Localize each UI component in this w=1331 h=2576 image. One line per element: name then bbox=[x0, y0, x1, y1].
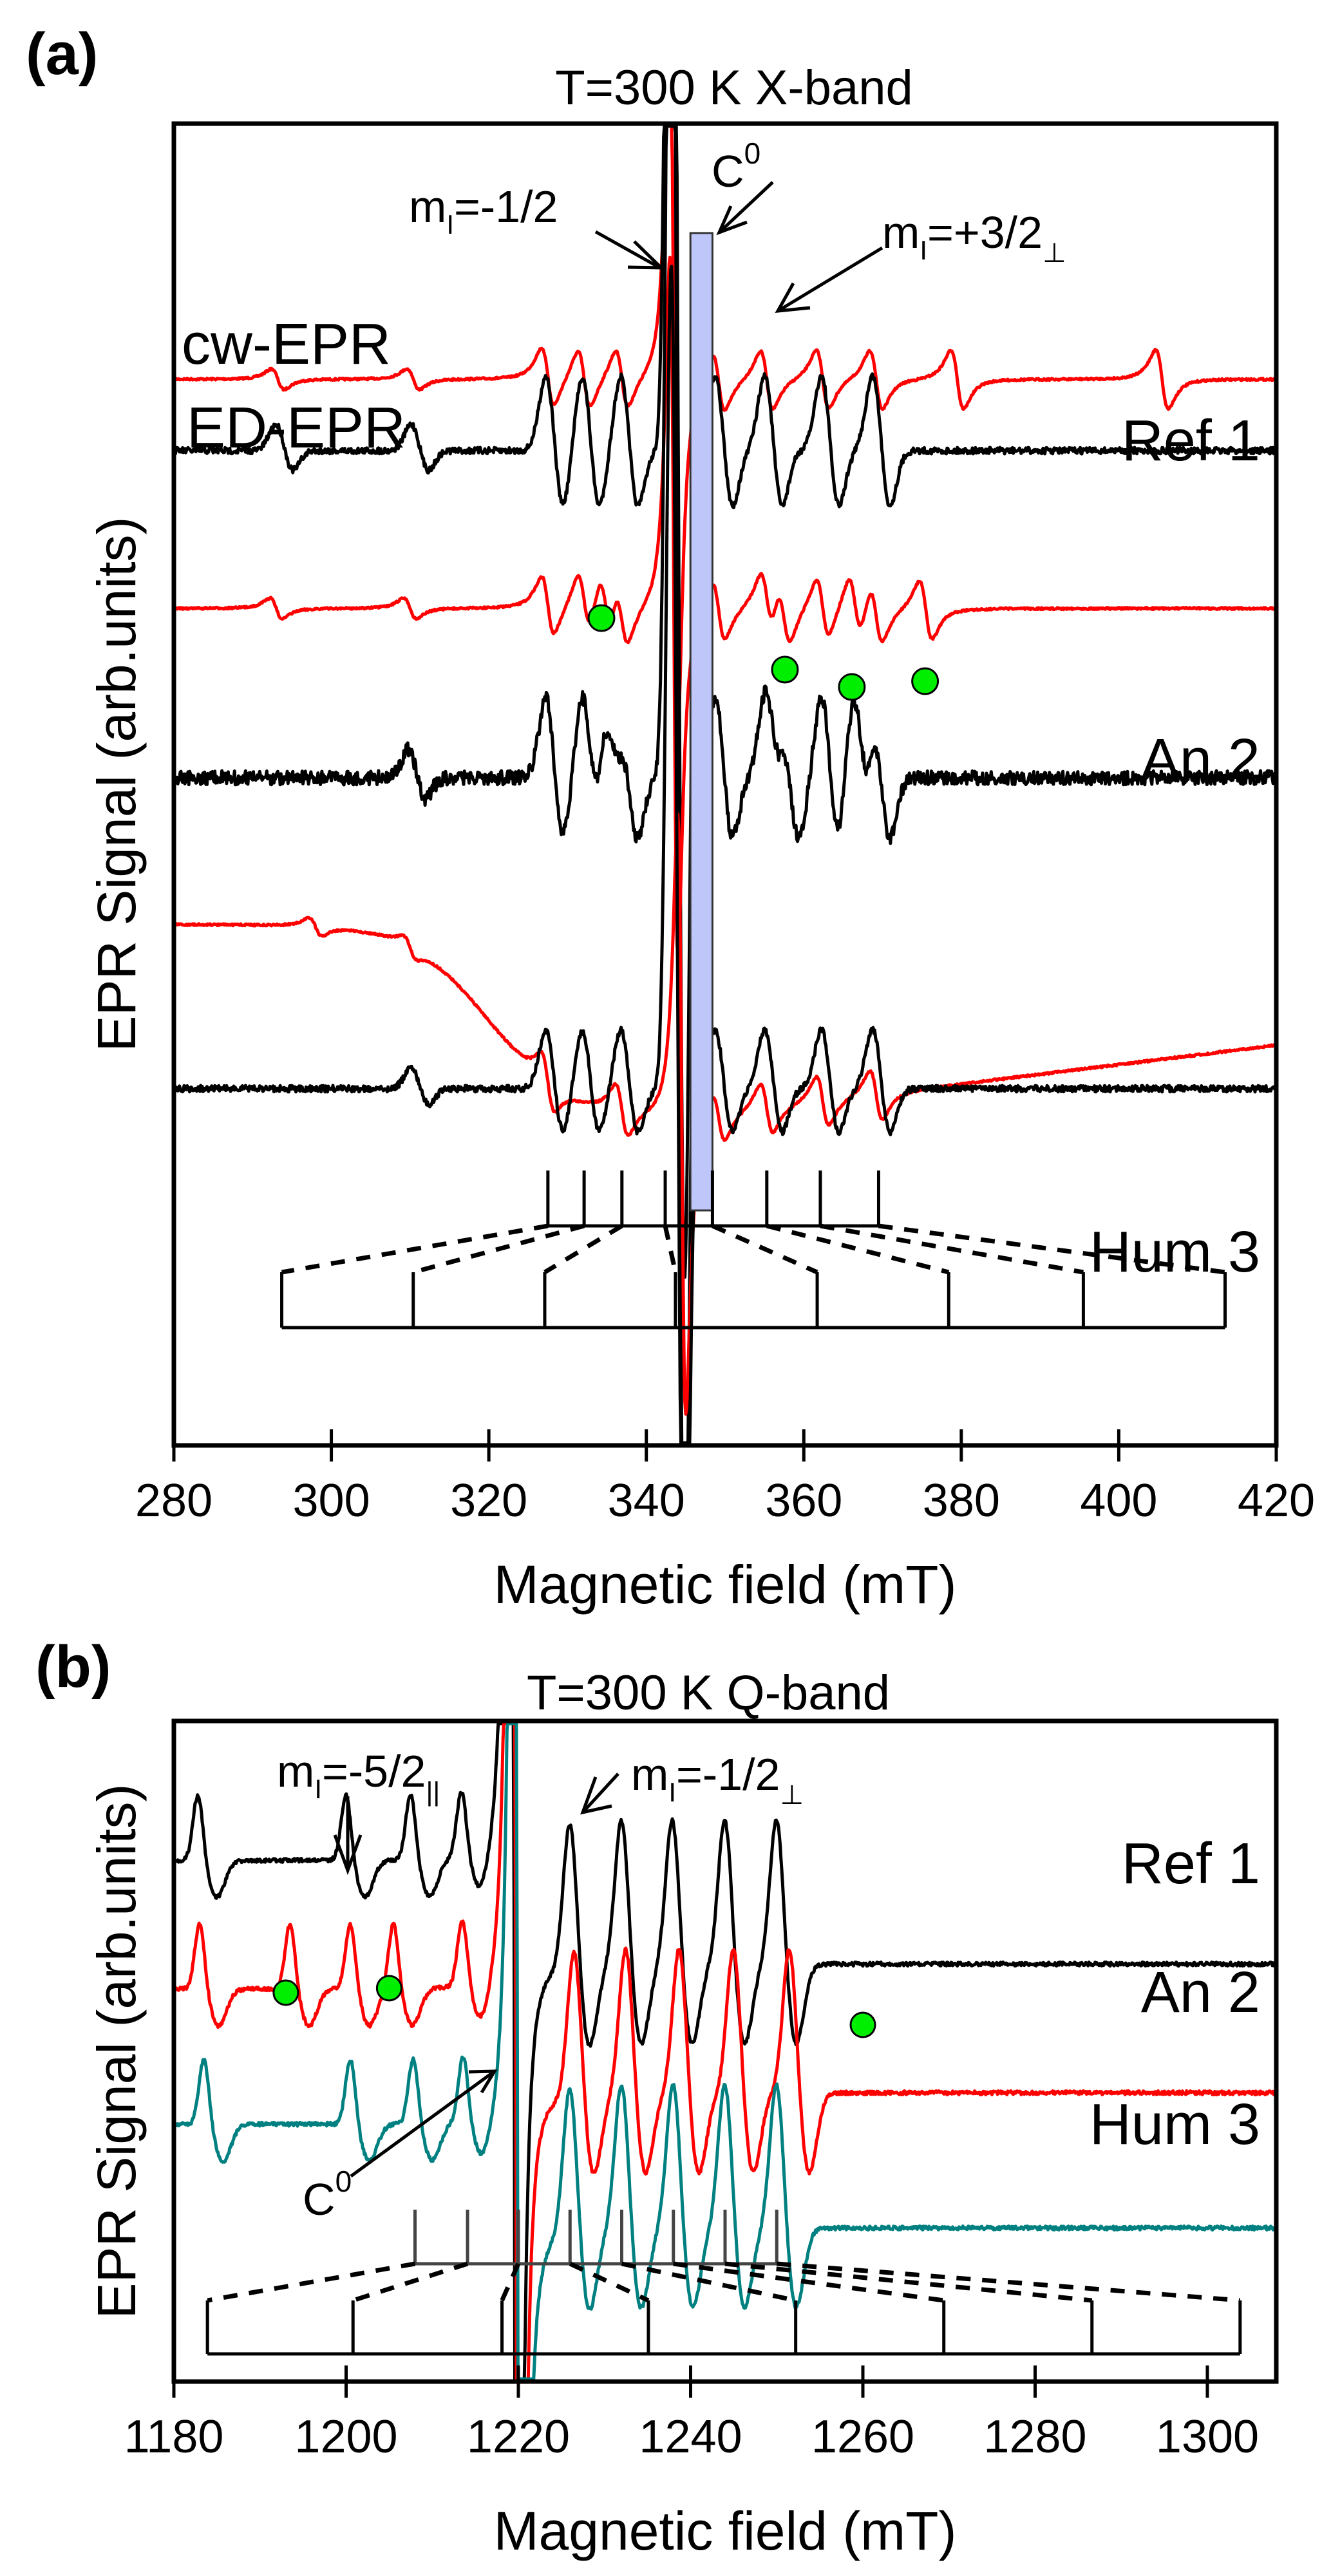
stick-connector bbox=[776, 2261, 1241, 2303]
stick-connector bbox=[663, 1225, 678, 1273]
green-marker bbox=[587, 604, 616, 632]
stick-connector bbox=[724, 2261, 1093, 2303]
arrow-mi-plus-three-half bbox=[775, 246, 883, 313]
x-a-tick-label: 360 bbox=[765, 1475, 842, 1527]
green-marker bbox=[375, 1975, 402, 2002]
panel-b-plot: Ref 1 An 2 Hum 3 mI=-5/2|| mI=-1/2⊥ C0 bbox=[172, 1722, 1278, 2381]
annotation-c0-b: C0 bbox=[303, 2165, 352, 2224]
panel-b-y-axis-title: EPR Signal (arb.units) bbox=[86, 1783, 147, 2318]
arrow-mi-minus-five-half bbox=[333, 1796, 363, 1876]
green-marker bbox=[838, 673, 866, 701]
trace-a-hum3-cw-epr bbox=[173, 812, 1278, 1416]
stick-connector bbox=[500, 2262, 521, 2302]
stick-connector bbox=[207, 2261, 416, 2303]
sample-label-a: An 2 bbox=[1141, 728, 1260, 792]
x-b-tick-label: 1180 bbox=[124, 2411, 224, 2463]
x-a-tick-label: 320 bbox=[450, 1475, 527, 1527]
stick-connector bbox=[673, 2261, 945, 2303]
x-b-tick-label: 1280 bbox=[983, 2411, 1086, 2463]
legend-ed-epr: ED-EPR bbox=[187, 396, 406, 460]
panel-a-x-ticks: 280 300 320 340 360 380 400 420 bbox=[135, 1429, 1315, 1527]
trace-a-ref1-ed-epr bbox=[172, 124, 1278, 1279]
trace-b-hum3 bbox=[173, 1722, 1278, 2381]
trace-a-hum3-ed-epr bbox=[172, 265, 1278, 1445]
annotation-c0: C0 bbox=[712, 136, 760, 196]
panel-b-x-ticks: 1180 1200 1220 1240 1260 1280 1300 bbox=[124, 2365, 1259, 2463]
annotation-mi-minus-half: mI=-1/2 bbox=[409, 182, 558, 240]
stick-connector bbox=[712, 1223, 818, 1275]
trace-a-an2-cw-epr bbox=[173, 256, 1278, 959]
panel-a-y-axis-title: EPR Signal (arb.units) bbox=[86, 516, 147, 1051]
stick-connector bbox=[412, 1223, 585, 1275]
x-b-tick-label: 1240 bbox=[639, 2411, 742, 2463]
trace-a-ref1-cw-epr bbox=[172, 124, 1278, 732]
panel-a-plot: Ref 1 An 2 Hum 3 cw-EPR ED-EPR mI=-1/2 C0 mI=+3… bbox=[172, 124, 1278, 1445]
sample-label-a: Hum 3 bbox=[1090, 1220, 1260, 1284]
stick-connector bbox=[281, 1223, 549, 1275]
x-a-tick-label: 420 bbox=[1238, 1475, 1315, 1527]
panel-b-frame bbox=[171, 1718, 1279, 2384]
arrow-c0 bbox=[716, 181, 774, 236]
panel-b-title: T=300 K Q-band bbox=[527, 1666, 890, 1720]
c0-region-box bbox=[689, 232, 713, 1212]
x-b-tick-label: 1200 bbox=[294, 2411, 397, 2463]
panel-a-title: T=300 K X-band bbox=[555, 61, 913, 115]
x-b-tick-label: 1300 bbox=[1156, 2411, 1259, 2463]
sample-label-b: Hum 3 bbox=[1090, 2092, 1260, 2157]
sample-label-b: Ref 1 bbox=[1122, 1832, 1260, 1896]
green-marker bbox=[771, 655, 799, 684]
stick-connector bbox=[352, 2261, 469, 2303]
arrow-c0-b bbox=[350, 2069, 498, 2178]
annotation-mi-plus-three-half: mI=+3/2⊥ bbox=[882, 207, 1066, 268]
trace-a-an2-ed-epr bbox=[172, 124, 1278, 1445]
stick-connector bbox=[766, 1223, 950, 1275]
x-a-tick-label: 380 bbox=[923, 1475, 1000, 1527]
arrow-mi-minus-half-b bbox=[580, 1772, 619, 1815]
x-a-tick-label: 340 bbox=[608, 1475, 685, 1527]
annotation-mi-minus-five-half: mI=-5/2|| bbox=[277, 1746, 440, 1807]
green-marker bbox=[272, 1979, 299, 2006]
x-b-tick-label: 1220 bbox=[467, 2411, 570, 2463]
sample-label-b: An 2 bbox=[1141, 1960, 1260, 2025]
x-b-tick-label: 1260 bbox=[811, 2411, 914, 2463]
x-a-tick-label: 280 bbox=[135, 1475, 212, 1527]
annotation-mi-minus-half-b: mI=-1/2⊥ bbox=[631, 1749, 804, 1810]
green-marker bbox=[911, 667, 939, 695]
stick-connector bbox=[621, 2261, 797, 2303]
x-a-tick-label: 400 bbox=[1080, 1475, 1157, 1527]
panel-a-frame bbox=[171, 121, 1279, 1448]
panel-a-letter: (a) bbox=[26, 21, 98, 87]
arrow-mi-minus-half bbox=[594, 230, 666, 270]
x-a-tick-label: 300 bbox=[293, 1475, 370, 1527]
trace-b-an2 bbox=[172, 1722, 1278, 2381]
panel-b-x-axis-title: Magnetic field (mT) bbox=[494, 2501, 957, 2561]
legend-cw-epr: cw-EPR bbox=[182, 312, 391, 377]
panel-a-x-axis-title: Magnetic field (mT) bbox=[494, 1554, 957, 1615]
stick-connector bbox=[820, 1223, 1084, 1275]
trace-b-ref1 bbox=[173, 1722, 1278, 2381]
stick-connector bbox=[878, 1223, 1225, 1275]
panel-b-letter: (b) bbox=[35, 1634, 111, 1700]
green-marker bbox=[849, 2011, 876, 2038]
sample-label-a: Ref 1 bbox=[1122, 409, 1260, 473]
